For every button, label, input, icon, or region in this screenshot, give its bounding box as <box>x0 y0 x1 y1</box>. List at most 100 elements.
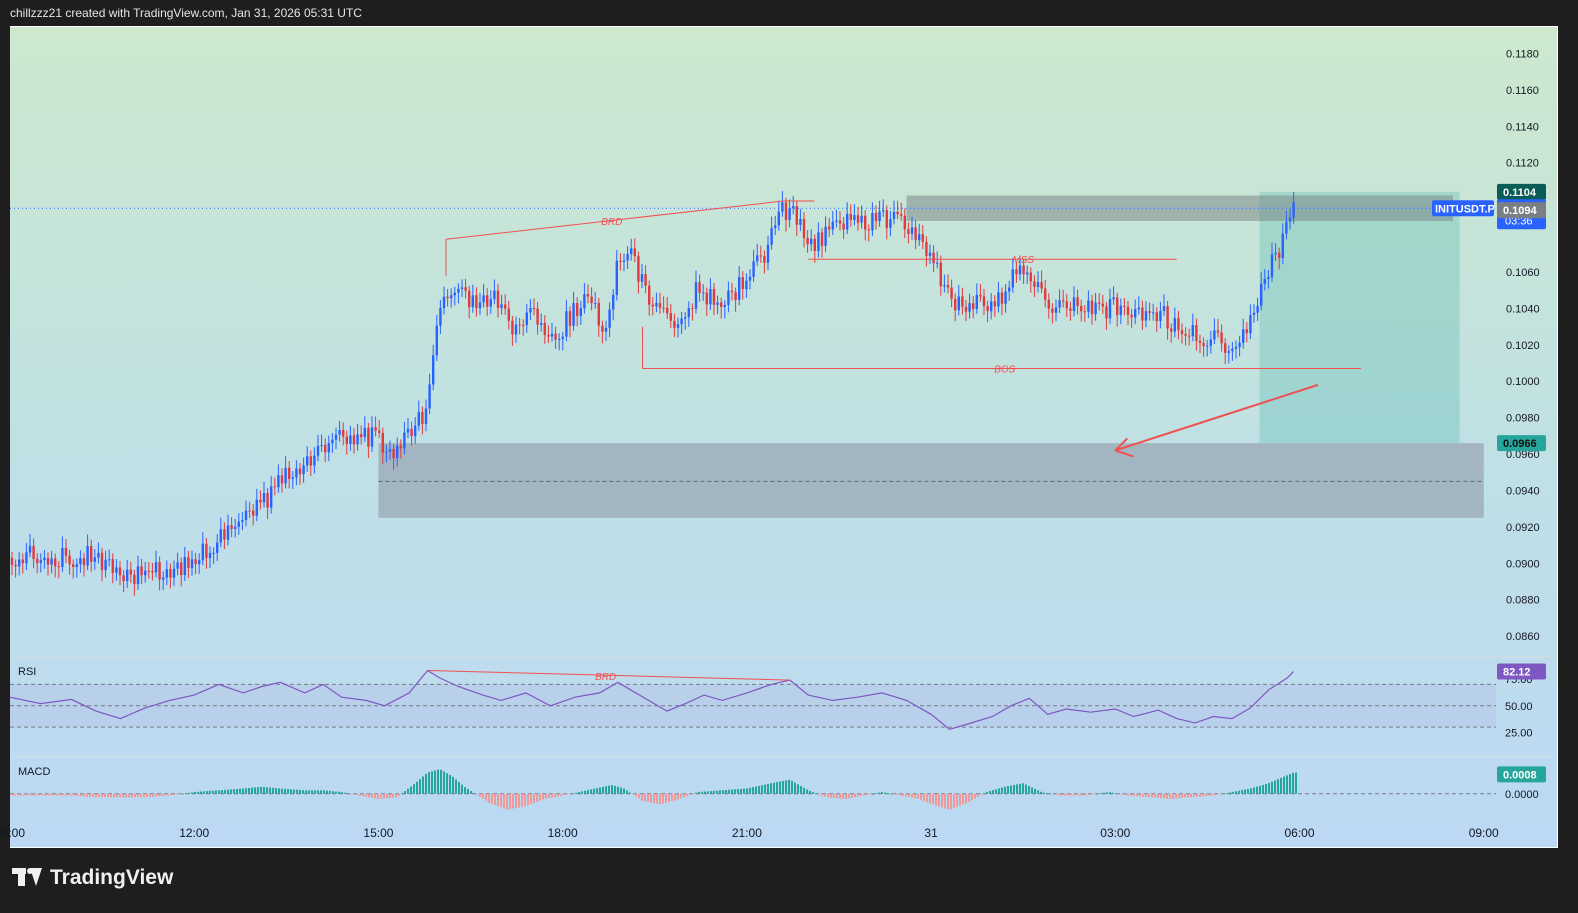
macd-bar <box>1019 783 1021 794</box>
macd-bar <box>134 793 136 798</box>
candle-body <box>374 427 377 431</box>
macd-bar <box>953 793 955 808</box>
candle-body <box>82 558 86 566</box>
candle-body <box>403 432 406 449</box>
macd-bar <box>776 782 778 794</box>
candle-body <box>972 303 975 310</box>
macd-bar <box>440 769 442 794</box>
candle-body <box>500 304 503 308</box>
macd-bar <box>1001 787 1003 794</box>
macd-bar <box>830 793 832 798</box>
macd-bar <box>164 793 166 796</box>
candle-body <box>626 253 629 261</box>
price-tick-label: 0.0920 <box>1506 522 1540 534</box>
candle-body <box>1033 281 1036 287</box>
macd-bar <box>563 793 565 796</box>
macd-bar <box>482 793 484 799</box>
candle-body <box>327 443 330 453</box>
candle-body <box>828 226 831 230</box>
macd-bar <box>116 793 118 798</box>
candle-body <box>1000 292 1004 304</box>
macd-bar <box>1013 784 1015 794</box>
macd-bar <box>878 792 880 794</box>
macd-bar <box>1283 776 1285 794</box>
macd-bar <box>80 793 82 797</box>
macd-bar <box>542 793 544 800</box>
candle-body <box>432 355 435 385</box>
macd-bar <box>428 772 430 794</box>
candle-body <box>115 567 118 573</box>
macd-bar <box>41 793 43 796</box>
candle-body <box>1018 265 1022 275</box>
candle-body <box>550 333 554 337</box>
macd-bar <box>212 790 214 794</box>
macd-bar <box>179 793 181 795</box>
candle-body <box>540 322 543 325</box>
time-tick-label: 21:00 <box>732 826 762 840</box>
macd-bar <box>587 790 589 794</box>
candle-body <box>21 559 24 564</box>
macd-bar <box>890 793 892 795</box>
macd-bar <box>200 791 202 794</box>
macd-bar <box>731 789 733 794</box>
macd-bar <box>827 793 829 798</box>
macd-bar <box>977 793 979 797</box>
candle-body <box>216 542 219 553</box>
macd-bar <box>584 790 586 794</box>
macd-bar <box>1082 793 1084 796</box>
candle-body <box>669 313 672 321</box>
macd-bar <box>662 793 664 804</box>
macd-bar <box>1037 790 1039 794</box>
macd-bar <box>935 793 937 806</box>
time-tick-label: 18:00 <box>548 826 578 840</box>
rsi-tick-label: 50.00 <box>1505 701 1533 713</box>
macd-bar <box>296 789 298 794</box>
macd-bar <box>356 793 358 795</box>
macd-bar <box>17 793 19 796</box>
macd-bar <box>1046 793 1048 794</box>
candle-body <box>774 225 777 229</box>
candle-body <box>648 285 651 305</box>
candle-body <box>507 308 510 321</box>
macd-bar <box>701 791 703 794</box>
candle-body <box>129 569 132 575</box>
macd-bar <box>1124 793 1126 796</box>
rsi-brd-annotation: BRD <box>595 672 616 683</box>
candle-body <box>1267 277 1270 279</box>
macd-bar <box>488 793 490 803</box>
tradingview-logo[interactable]: TradingView <box>12 866 173 890</box>
macd-bar <box>536 793 538 802</box>
macd-bar <box>1247 788 1249 794</box>
macd-bar <box>431 771 433 794</box>
macd-bar <box>602 786 604 794</box>
macd-bar <box>1265 784 1267 794</box>
price-label-target-top: 0.1104 <box>1503 187 1537 199</box>
macd-bar <box>266 787 268 794</box>
macd-bar <box>503 793 505 809</box>
macd-bar <box>1010 785 1012 794</box>
candle-body <box>385 451 388 453</box>
macd-value: 0.0008 <box>1503 769 1537 781</box>
macd-bar <box>1031 787 1033 794</box>
macd-bar <box>425 773 427 794</box>
macd-bar <box>1187 793 1189 798</box>
macd-bar <box>686 793 688 797</box>
macd-bar <box>614 785 616 794</box>
macd-bar <box>1211 793 1213 796</box>
macd-bar <box>548 793 550 799</box>
candle-body <box>1022 265 1025 275</box>
macd-label: MACD <box>18 766 50 778</box>
macd-bar <box>227 789 229 794</box>
macd-bar <box>1259 785 1261 794</box>
candle-body <box>97 552 100 558</box>
candle-body <box>954 298 957 311</box>
candle-body <box>723 304 726 308</box>
macd-bar <box>203 791 205 794</box>
candle-body <box>1105 306 1108 319</box>
candle-body <box>1094 302 1097 315</box>
price-tick-label: 0.0980 <box>1506 413 1540 425</box>
macd-bar <box>1097 793 1099 795</box>
candle-body <box>100 552 104 571</box>
macd-bar <box>980 793 982 796</box>
